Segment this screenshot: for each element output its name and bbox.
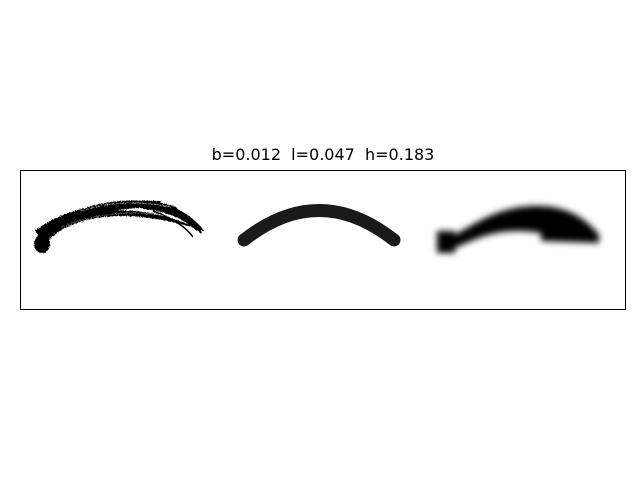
stroke-panel bbox=[20, 170, 626, 310]
figure-title: b=0.012 l=0.047 h=0.183 bbox=[211, 145, 435, 164]
blurred-stroke bbox=[437, 205, 599, 253]
clean-stroke bbox=[237, 204, 401, 247]
stroke-canvas bbox=[34, 200, 599, 253]
brush-stroke bbox=[34, 200, 205, 253]
